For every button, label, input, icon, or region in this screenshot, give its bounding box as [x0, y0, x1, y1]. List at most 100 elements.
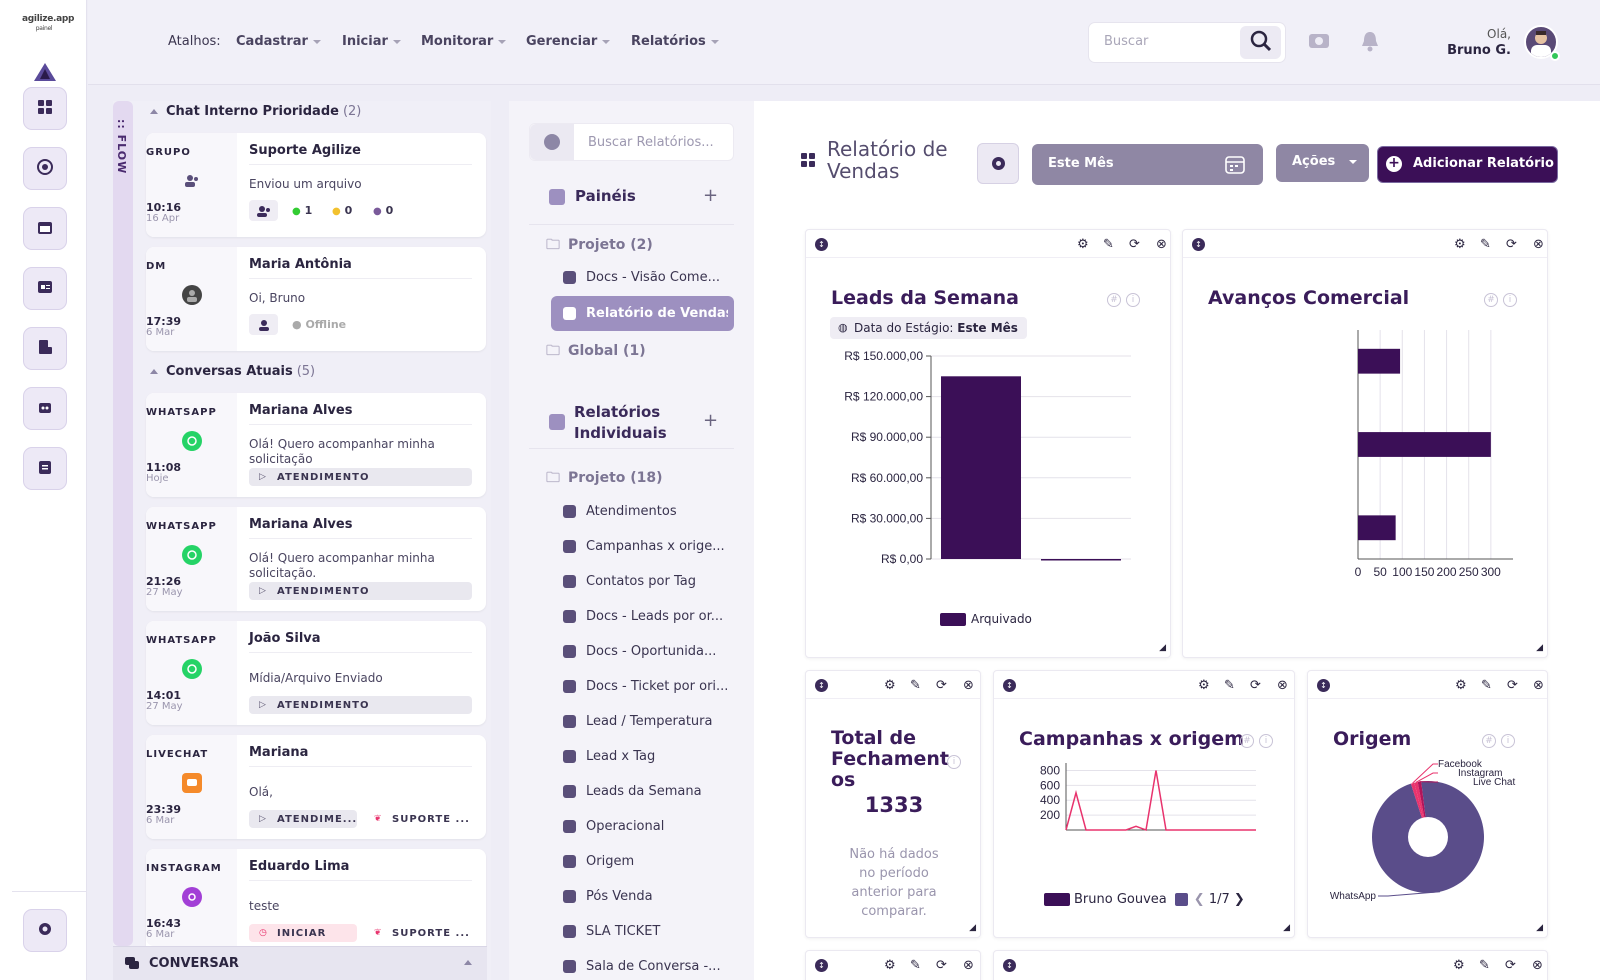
resize-handle-icon[interactable]: ◢ [1159, 643, 1166, 653]
chat-card[interactable]: INSTAGRAM 16:43 6 Mar Eduardo Lima teste… [146, 849, 486, 946]
bell-icon[interactable] [1361, 30, 1379, 56]
resize-handle-icon[interactable]: ◢ [1536, 643, 1543, 653]
info-icon[interactable]: i [1126, 293, 1140, 307]
gear-icon[interactable]: ⚙ [884, 958, 896, 973]
documents-button[interactable] [23, 327, 67, 370]
chart-legend[interactable]: Bruno Gouvea ❮ 1/7 ❯ [1044, 892, 1245, 907]
edit-icon[interactable]: ✎ [1481, 678, 1492, 693]
report-item[interactable]: Lead / Temperatura [563, 714, 728, 749]
report-item[interactable]: Origem [563, 854, 728, 889]
report-item[interactable]: Docs - Leads por or... [563, 609, 728, 644]
settings-button[interactable] [23, 909, 67, 952]
report-item[interactable]: Campanhas x orige... [563, 539, 728, 574]
report-item[interactable]: Pós Venda [563, 889, 728, 924]
edit-icon[interactable]: ✎ [1479, 958, 1490, 973]
monitor-button[interactable] [23, 147, 67, 190]
info-icon[interactable]: i [947, 755, 961, 769]
brand-icon[interactable] [33, 62, 57, 82]
chevron-left-icon[interactable]: ❮ [1193, 892, 1205, 907]
dashboard-button[interactable] [23, 87, 67, 130]
reports-search[interactable]: Buscar Relatórios... [529, 123, 734, 161]
drag-handle-icon[interactable]: ↕ [1003, 959, 1016, 972]
individuais-header[interactable]: Relatórios Individuais [549, 402, 667, 444]
resize-handle-icon[interactable]: ◢ [969, 923, 976, 933]
gear-icon[interactable]: ⚙ [1198, 678, 1210, 693]
date-filter[interactable]: Este Mês [1032, 144, 1263, 185]
report-item[interactable]: Operacional [563, 819, 728, 854]
gear-icon[interactable]: ⚙ [1454, 237, 1466, 252]
report-item[interactable]: Sala de Conversa -... [563, 959, 728, 980]
close-icon[interactable]: ⊗ [963, 958, 974, 973]
menu-gerenciar[interactable]: Gerenciar [526, 34, 611, 49]
search-button[interactable] [1240, 26, 1281, 59]
add-panel-button[interactable]: + [703, 185, 719, 206]
refresh-icon[interactable]: ⟳ [1507, 678, 1518, 693]
drag-handle-icon[interactable]: ↕ [1003, 679, 1016, 692]
app-logo[interactable]: agilize.app painel [22, 14, 75, 32]
menu-relatorios[interactable]: Relatórios [631, 34, 719, 49]
chevron-right-icon[interactable]: ❯ [1233, 892, 1245, 907]
report-item[interactable]: Contatos por Tag [563, 574, 728, 609]
add-report-main-button[interactable]: + Adicionar Relatório [1377, 146, 1558, 183]
hashtag-icon[interactable]: # [1484, 293, 1498, 307]
edit-icon[interactable]: ✎ [1480, 237, 1491, 252]
chat-card[interactable]: WHATSAPP 14:01 27 May João Silva Mídia/A… [146, 621, 486, 725]
stage-tag[interactable]: ▷ ATENDIMENTO [249, 582, 472, 600]
queue-tag[interactable]: ❦ SUPORTE ... [364, 924, 472, 942]
current-section-header[interactable]: Conversas Atuais (5) [150, 364, 315, 379]
drag-handle-icon[interactable]: ↕ [815, 238, 828, 251]
edit-icon[interactable]: ✎ [910, 958, 921, 973]
video-icon[interactable] [1308, 32, 1330, 54]
contacts-button[interactable] [23, 267, 67, 310]
stage-tag[interactable]: ▷ ATENDIMENTO [249, 696, 472, 714]
gear-icon[interactable]: ⚙ [884, 678, 896, 693]
report-item[interactable]: Leads da Semana [563, 784, 728, 819]
drag-handle-icon[interactable]: ↕ [1192, 238, 1205, 251]
gear-icon[interactable]: ⚙ [1455, 678, 1467, 693]
close-icon[interactable]: ⊗ [1277, 678, 1288, 693]
filter-chip[interactable]: ◍ Data do Estágio: Este Mês [830, 317, 1027, 339]
resize-handle-icon[interactable]: ◢ [1283, 923, 1290, 933]
stage-tag[interactable]: ▷ ATENDIMENTO [249, 468, 472, 486]
info-icon[interactable]: i [1503, 293, 1517, 307]
folder-projeto[interactable]: 🗀 Projeto (2) [546, 237, 653, 253]
close-icon[interactable]: ⊗ [1532, 958, 1543, 973]
close-icon[interactable]: ⊗ [1533, 237, 1544, 252]
report-item[interactable]: Docs - Oportunida... [563, 644, 728, 679]
folder-projeto-18[interactable]: 🗀 Projeto (18) [546, 470, 663, 486]
chart-legend[interactable]: Arquivado [940, 612, 1032, 626]
refresh-icon[interactable]: ⟳ [1129, 237, 1140, 252]
drag-handle-icon[interactable]: ↕ [815, 679, 828, 692]
report-item[interactable]: Relatório de Vendas [563, 306, 728, 321]
refresh-icon[interactable]: ⟳ [936, 958, 947, 973]
actions-dropdown[interactable]: Ações [1276, 144, 1369, 182]
user-icon[interactable] [249, 314, 278, 335]
search-box[interactable]: Buscar [1088, 22, 1286, 63]
global-settings-button[interactable] [977, 143, 1019, 184]
edit-icon[interactable]: ✎ [1103, 237, 1114, 252]
menu-iniciar[interactable]: Iniciar [342, 34, 401, 49]
hashtag-icon[interactable]: # [1482, 734, 1496, 748]
reports-search-input[interactable]: Buscar Relatórios... [588, 135, 714, 150]
menu-monitorar[interactable]: Monitorar [421, 34, 507, 49]
refresh-icon[interactable]: ⟳ [936, 678, 947, 693]
report-item[interactable]: Lead x Tag [563, 749, 728, 784]
flow-tab[interactable]: :: FLOW [113, 101, 133, 946]
hashtag-icon[interactable]: # [1107, 293, 1121, 307]
conversar-bar[interactable]: CONVERSAR [113, 946, 487, 980]
stage-tag[interactable]: ▷ ATENDIME... [249, 810, 357, 828]
report-item[interactable]: SLA TICKET [563, 924, 728, 959]
refresh-icon[interactable]: ⟳ [1506, 237, 1517, 252]
members-icon[interactable] [249, 200, 278, 221]
folder-global[interactable]: 🗀 Global (1) [546, 343, 646, 359]
chat-card[interactable]: WHATSAPP 21:26 27 May Mariana Alves Olá!… [146, 507, 486, 611]
gear-icon[interactable]: ⚙ [1453, 958, 1465, 973]
user-greeting[interactable]: Olá, Bruno G. [1447, 27, 1511, 58]
chat-card[interactable]: LIVECHAT 23:39 6 Mar Mariana Olá, ▷ ATEND… [146, 735, 486, 839]
edit-icon[interactable]: ✎ [1224, 678, 1235, 693]
report-item[interactable]: Docs - Visão Come... [563, 270, 728, 285]
calendar-button[interactable] [23, 207, 67, 250]
drag-handle-icon[interactable]: ↕ [1317, 679, 1330, 692]
paineis-header[interactable]: Painéis [549, 187, 636, 205]
stage-tag[interactable]: ◷ INICIAR [249, 924, 357, 942]
